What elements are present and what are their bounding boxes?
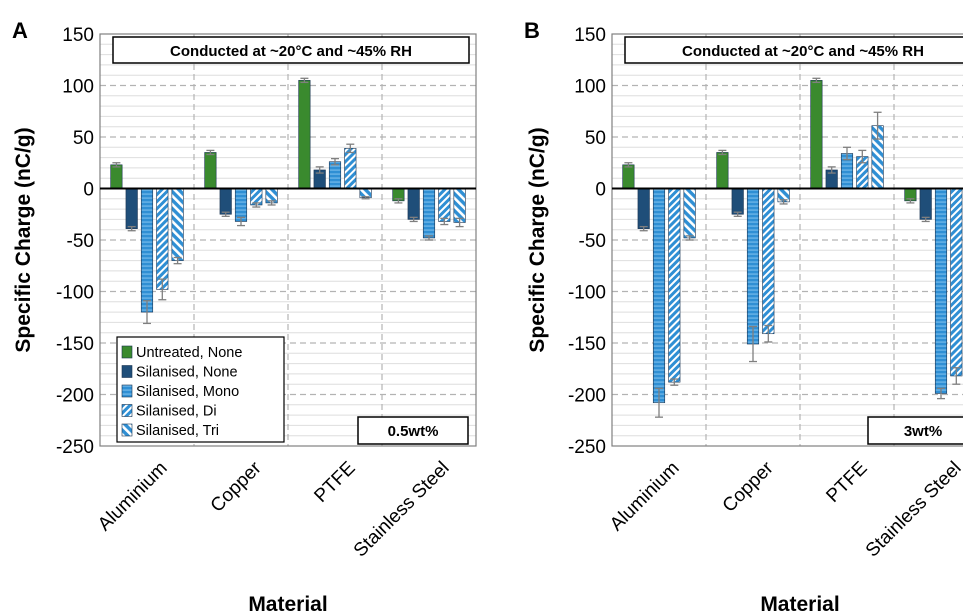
panel-label: B xyxy=(524,18,540,43)
y-tick-label: -100 xyxy=(568,283,606,304)
bar xyxy=(637,188,650,229)
concentration-box xyxy=(867,416,963,445)
concentration-label: 3wt% xyxy=(904,423,942,440)
x-tick-label: Copper xyxy=(719,457,778,516)
legend-swatch xyxy=(121,365,133,378)
bar xyxy=(453,188,466,223)
legend-swatch xyxy=(121,404,133,417)
legend-swatch xyxy=(121,423,133,437)
y-tick-label: 0 xyxy=(595,180,606,201)
x-axis-label: Material xyxy=(248,593,327,614)
bar xyxy=(810,80,823,189)
y-tick-label: 50 xyxy=(585,128,606,149)
title-box xyxy=(624,36,963,64)
bar xyxy=(234,188,248,222)
y-tick-label: 100 xyxy=(574,77,606,98)
y-tick-label: -250 xyxy=(56,437,94,458)
y-tick-label: -200 xyxy=(568,386,606,407)
chart-title: Conducted at ~20°C and ~45% RH xyxy=(682,43,924,60)
bar xyxy=(716,152,729,189)
bar xyxy=(328,161,342,189)
bar xyxy=(298,80,311,189)
bar xyxy=(746,188,760,345)
bar xyxy=(407,188,420,220)
x-tick-label: Stainless Steel xyxy=(350,458,454,562)
y-tick-label: -150 xyxy=(568,334,606,355)
bar xyxy=(140,188,154,313)
bar xyxy=(762,188,775,335)
x-tick-label: Copper xyxy=(207,457,266,516)
y-tick-label: 0 xyxy=(83,180,94,201)
y-axis-label: Specific Charge (nC/g) xyxy=(12,127,35,352)
bar xyxy=(622,164,635,189)
bar xyxy=(934,188,948,394)
x-tick-label: Stainless Steel xyxy=(862,458,963,562)
y-tick-label: -200 xyxy=(56,386,94,407)
bar xyxy=(344,148,357,189)
legend-entry: Silanised, Tri xyxy=(136,423,219,439)
y-tick-label: -100 xyxy=(56,283,94,304)
bar xyxy=(219,188,232,215)
y-tick-label: -250 xyxy=(568,437,606,458)
y-tick-label: 100 xyxy=(62,77,94,98)
bar xyxy=(125,188,138,229)
title-box xyxy=(112,36,470,64)
legend-entry: Untreated, None xyxy=(136,345,242,361)
y-tick-label: -150 xyxy=(56,334,94,355)
legend-box xyxy=(116,336,285,443)
legend-swatch xyxy=(121,384,133,398)
y-tick-label: -50 xyxy=(579,231,606,252)
bar xyxy=(950,188,963,377)
y-tick-label: -50 xyxy=(67,231,94,252)
y-tick-label: 50 xyxy=(73,128,94,149)
concentration-label: 0.5wt% xyxy=(388,423,439,440)
x-tick-label: PTFE xyxy=(310,458,359,507)
x-tick-label: Aluminium xyxy=(94,458,172,536)
x-axis-label: Material xyxy=(760,593,839,614)
legend-entry: Silanised, None xyxy=(136,365,238,381)
bar xyxy=(731,188,744,215)
bar xyxy=(683,188,696,239)
legend-entry: Silanised, Mono xyxy=(136,384,239,400)
bar xyxy=(438,188,451,222)
legend-entry: Silanised, Di xyxy=(136,404,217,420)
x-tick-label: Aluminium xyxy=(606,458,684,536)
bar xyxy=(919,188,932,220)
y-tick-label: 150 xyxy=(574,25,606,46)
x-tick-label: PTFE xyxy=(822,458,871,507)
bar xyxy=(668,188,681,383)
bar xyxy=(204,152,217,189)
bar xyxy=(652,188,666,404)
bar xyxy=(156,188,169,290)
concentration-box xyxy=(357,416,469,445)
bar xyxy=(110,164,123,189)
plot-frame xyxy=(611,33,963,447)
y-axis-label: Specific Charge (nC/g) xyxy=(526,127,549,352)
plot-frame xyxy=(99,33,477,447)
y-tick-label: 150 xyxy=(62,25,94,46)
bar xyxy=(171,188,184,261)
legend-swatch xyxy=(121,345,133,359)
bar xyxy=(422,188,436,239)
chart-title: Conducted at ~20°C and ~45% RH xyxy=(170,43,412,60)
panel-label: A xyxy=(12,18,28,43)
